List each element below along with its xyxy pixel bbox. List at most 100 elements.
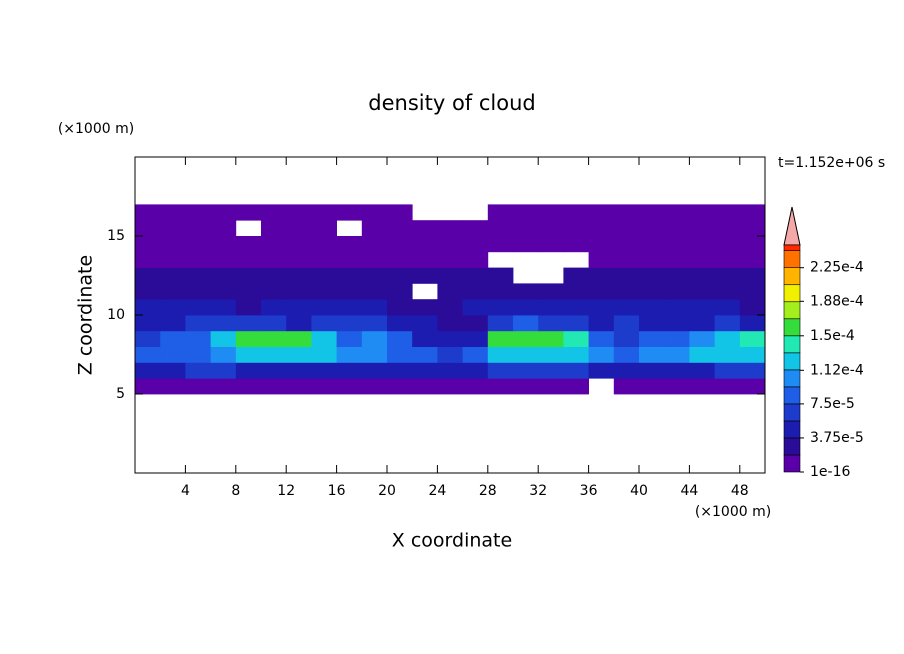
contour-cell — [513, 236, 539, 253]
contour-cell — [664, 204, 690, 221]
contour-cell — [387, 330, 413, 347]
contour-cell — [412, 267, 438, 284]
contour-cell — [286, 204, 312, 221]
contour-cell — [714, 204, 741, 221]
contour-cell — [412, 330, 438, 347]
contour-cell — [462, 283, 489, 300]
contour-cell — [689, 204, 715, 221]
contour-cell — [286, 251, 312, 268]
contour-cell — [235, 204, 262, 221]
contour-cell — [563, 204, 589, 221]
contour-cell — [639, 220, 665, 237]
contour-cell — [664, 220, 690, 237]
contour-cell — [361, 220, 388, 237]
contour-cell — [210, 362, 237, 379]
contour-cell — [185, 346, 211, 363]
colorbar-tick-label: 7.5e-5 — [810, 396, 855, 412]
contour-cell — [135, 283, 161, 300]
contour-cell — [664, 299, 690, 316]
colorbar-band — [783, 284, 801, 303]
contour-cell — [412, 236, 438, 253]
colorbar-band — [783, 244, 801, 251]
contour-cell — [261, 315, 287, 332]
contour-cell — [639, 251, 665, 268]
contour-cell — [336, 315, 363, 332]
contour-cell — [563, 299, 589, 316]
contour-cell — [462, 236, 489, 253]
contour-cell — [563, 346, 589, 363]
contour-cell — [412, 362, 438, 379]
contour-cell — [261, 204, 287, 221]
contour-cell — [361, 204, 388, 221]
y-tick-label: 5 — [116, 386, 125, 402]
contour-cell — [311, 330, 337, 347]
contour-cell — [689, 315, 715, 332]
contour-cell — [613, 251, 640, 268]
contour-cell — [588, 346, 615, 363]
contour-cell — [588, 299, 615, 316]
contour-cell — [286, 378, 312, 395]
x-tick-label: 32 — [529, 483, 547, 499]
x-tick-label: 28 — [479, 483, 497, 499]
contour-cell — [538, 220, 564, 237]
contour-cell — [261, 251, 287, 268]
contour-cell — [235, 362, 262, 379]
contour-cell — [664, 346, 690, 363]
x-tick-label: 40 — [630, 483, 648, 499]
contour-cell — [210, 220, 237, 237]
contour-cell — [412, 378, 438, 395]
contour-cell — [311, 236, 337, 253]
contour-cell — [185, 299, 211, 316]
contour-cell — [387, 267, 413, 284]
contour-cell — [261, 236, 287, 253]
colorbar-tick-label: 1.88e-4 — [810, 293, 864, 309]
y-tick-label: 15 — [107, 228, 125, 244]
contour-cell — [361, 330, 388, 347]
contour-cell — [336, 362, 363, 379]
contour-cell — [235, 378, 262, 395]
contour-cell — [437, 251, 463, 268]
contour-cell — [261, 283, 287, 300]
contour-cell — [412, 299, 438, 316]
contour-cell — [664, 378, 690, 395]
contour-cell — [286, 330, 312, 347]
contour-cell — [714, 236, 741, 253]
colorbar-band — [783, 301, 801, 320]
contour-cell — [235, 330, 262, 347]
contour-cell — [210, 299, 237, 316]
contour-cell — [387, 315, 413, 332]
contour-cell — [135, 267, 161, 284]
contour-cell — [336, 378, 363, 395]
contour-cell — [210, 283, 237, 300]
contour-cell — [714, 283, 741, 300]
contour-cell — [538, 346, 564, 363]
contour-cell — [513, 299, 539, 316]
contour-cell — [311, 283, 337, 300]
contour-cell — [185, 362, 211, 379]
colorbar-band — [783, 335, 801, 354]
contour-cell — [538, 330, 564, 347]
contour-cell — [361, 378, 388, 395]
contour-cell — [739, 251, 766, 268]
contour-cell — [361, 251, 388, 268]
contour-cell — [286, 220, 312, 237]
contour-cell — [714, 362, 741, 379]
contour-cell — [563, 220, 589, 237]
contour-cell — [135, 378, 161, 395]
contour-cell — [538, 299, 564, 316]
contour-cell — [387, 362, 413, 379]
contour-cell — [462, 330, 489, 347]
contour-cell — [387, 378, 413, 395]
x-unit: (×1000 m) — [695, 504, 771, 520]
contour-cell — [588, 220, 615, 237]
contour-cell — [336, 330, 363, 347]
contour-cell — [613, 267, 640, 284]
contour-cell — [185, 330, 211, 347]
contour-cell — [210, 378, 237, 395]
contour-cell — [437, 362, 463, 379]
contour-cell — [437, 378, 463, 395]
contour-cell — [664, 315, 690, 332]
contour-cell — [487, 236, 514, 253]
contour-cell — [336, 267, 363, 284]
contour-cell — [210, 315, 237, 332]
